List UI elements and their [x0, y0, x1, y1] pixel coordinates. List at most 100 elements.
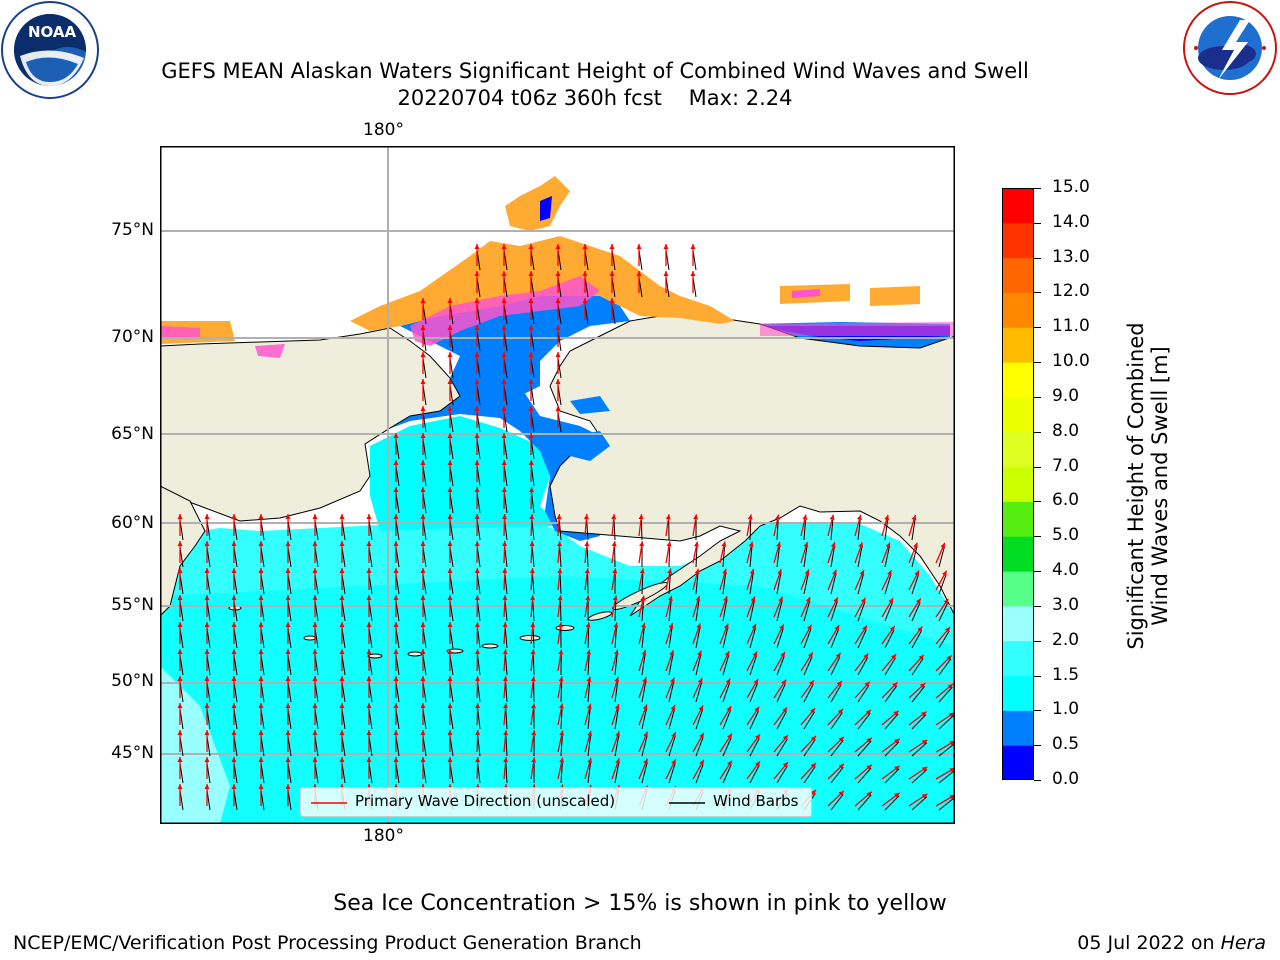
wave-arrow-head [780, 651, 785, 658]
wind-barb [911, 714, 927, 730]
wave-arrow-head [667, 568, 673, 574]
wind-barb [668, 682, 675, 703]
wind-barb [938, 686, 953, 703]
wind-barb [641, 655, 646, 676]
colorbar-bin [1002, 222, 1034, 259]
wave-arrow-head [312, 676, 318, 681]
wave-arrow-head [204, 703, 210, 708]
wind-barb [504, 601, 508, 622]
wind-barb [938, 602, 949, 622]
wave-arrow-head [690, 244, 696, 249]
wave-arrow-head [501, 298, 507, 303]
wind-barb [938, 743, 955, 757]
wave-arrow-head [529, 487, 535, 493]
wave-arrow-head [474, 244, 480, 249]
wave-arrow-head [911, 514, 917, 521]
wind-barb [830, 520, 834, 541]
wave-arrow-head [528, 271, 534, 276]
wave-arrow-head [177, 622, 183, 627]
colorbar-tick-label: 15.0 [1052, 177, 1090, 197]
wind-barb [504, 574, 508, 595]
wave-arrow-head [393, 703, 399, 708]
wave-arrow-head [615, 758, 620, 764]
wind-barb [803, 574, 809, 595]
wind-barb [776, 574, 782, 595]
wind-barb [641, 573, 644, 595]
wind-barb [532, 654, 535, 676]
wind-barb [641, 601, 644, 622]
wave-arrow-head [777, 569, 782, 575]
wave-arrow-head [555, 325, 561, 330]
wave-arrow-head [697, 650, 702, 657]
wind-barb [776, 738, 788, 757]
sea-ice-siberia-pink [160, 326, 200, 338]
wave-arrow-head [636, 244, 642, 249]
wave-arrow-head [585, 622, 591, 628]
wind-barb [560, 763, 563, 784]
wave-arrow-head [636, 271, 642, 276]
wave-arrow-head [231, 676, 237, 681]
wave-arrow-head [810, 735, 816, 742]
wind-barb [668, 736, 676, 757]
wave-arrow-head [612, 568, 618, 574]
wave-arrow-head [558, 649, 564, 655]
wind-barb [532, 601, 535, 622]
colorbar-bin [1002, 536, 1034, 572]
wave-arrow-head [501, 271, 507, 276]
colorbar-tick-mark [1034, 501, 1041, 503]
wave-arrow-head [420, 730, 426, 735]
wave-arrow-head [447, 325, 453, 330]
wave-arrow-head [613, 649, 619, 656]
wind-barb [749, 574, 754, 595]
wave-arrow-head [888, 598, 894, 604]
colorbar-tick-mark [1034, 675, 1041, 677]
wave-arrow-head [366, 622, 372, 627]
wave-arrow-head [366, 649, 372, 654]
wave-arrow-head [864, 681, 870, 687]
wave-arrow-head [530, 676, 536, 682]
colorbar-bin [1002, 605, 1034, 642]
wave-arrow-head [258, 595, 264, 600]
wave-arrow-head [204, 568, 210, 573]
wind-barb [749, 655, 757, 676]
wave-arrow-head [312, 757, 318, 762]
lat-label-75: 75°N [111, 220, 154, 240]
wave-arrow-head [474, 379, 480, 384]
wind-barb [695, 682, 703, 703]
colorbar-tick-mark [1034, 396, 1041, 398]
wave-arrow-head [752, 651, 758, 658]
wind-barb [938, 770, 955, 784]
wave-arrow-head [475, 676, 481, 682]
wind-barb [668, 546, 671, 568]
colorbar-tick-mark [1034, 222, 1041, 224]
wind-barb [857, 740, 872, 757]
wind-barb [641, 682, 647, 703]
wind-barb [884, 657, 896, 676]
wave-arrow-head [258, 541, 264, 546]
wind-barb [911, 796, 928, 811]
wave-arrow-head [231, 649, 237, 654]
wave-arrow-head [531, 730, 537, 736]
wind-barb [830, 712, 843, 730]
wind-barb [641, 763, 648, 784]
wave-arrow-head [475, 757, 481, 763]
wave-arrow-head [231, 757, 237, 762]
wind-barb [776, 656, 785, 676]
wave-arrow-head [447, 676, 453, 681]
wind-barb [830, 766, 844, 784]
wind-barb [857, 684, 870, 703]
wave-arrow-head [918, 654, 924, 661]
barb-legend-label: Wind Barbs [713, 792, 799, 810]
wave-arrow-head [474, 568, 480, 574]
wave-arrow-head [866, 737, 872, 743]
wind-barb [641, 628, 645, 649]
wave-arrow-head [501, 352, 507, 357]
land-kamchatka [160, 485, 206, 617]
wave-arrow-head [776, 541, 781, 548]
colorbar-tick-label: 0.0 [1052, 769, 1080, 789]
wave-arrow-head [805, 596, 811, 603]
colorbar-tick-label: 8.0 [1052, 420, 1080, 441]
wave-arrow-head [529, 568, 535, 574]
wave-arrow-head [919, 683, 926, 689]
wave-arrow-head [947, 683, 953, 690]
